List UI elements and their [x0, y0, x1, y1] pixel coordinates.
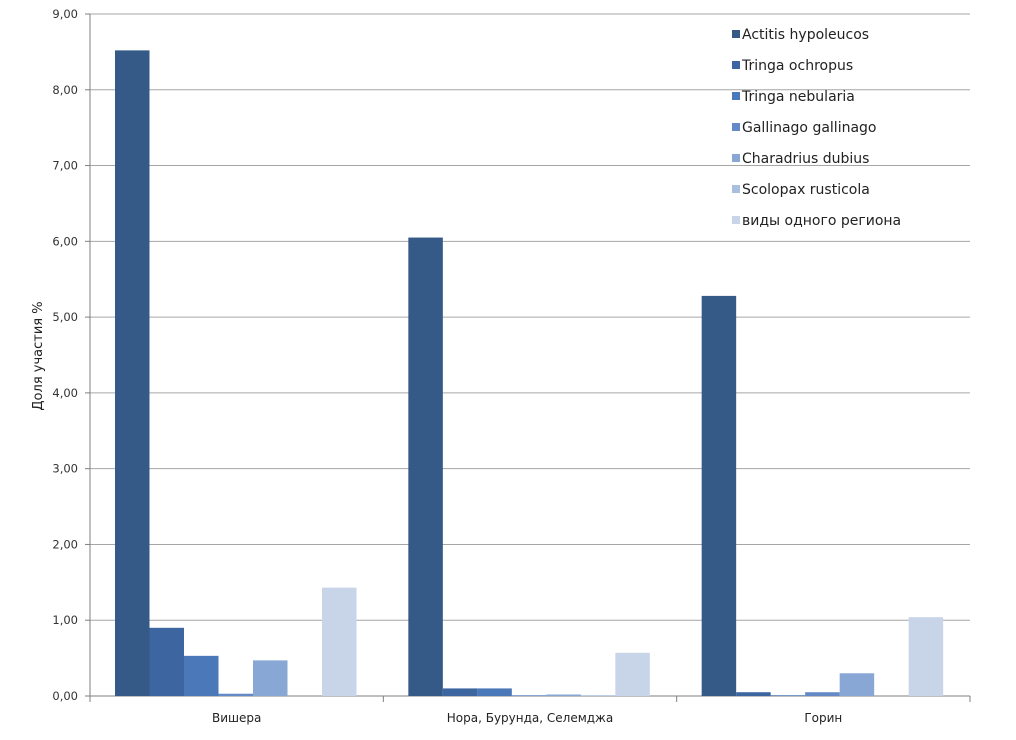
- y-tick-label: 5,00: [52, 310, 78, 324]
- bar: [770, 695, 806, 696]
- y-tick-label: 2,00: [52, 537, 78, 551]
- legend-swatch: [732, 123, 740, 131]
- y-tick-label: 7,00: [52, 159, 78, 173]
- bar: [218, 693, 253, 696]
- bar: [736, 692, 771, 696]
- y-tick-label: 9,00: [52, 7, 78, 21]
- legend-label: Gallinago gallinago: [742, 120, 877, 136]
- category-label: Горин: [804, 711, 842, 725]
- bar: [908, 617, 944, 696]
- bar: [322, 587, 357, 696]
- y-tick-label: 8,00: [52, 83, 78, 97]
- y-tick-label: 6,00: [52, 234, 78, 248]
- y-tick-label: 1,00: [52, 613, 78, 627]
- bar: [184, 655, 219, 696]
- legend-swatch: [732, 92, 740, 100]
- bar: [805, 692, 840, 696]
- bar: [580, 695, 616, 696]
- bar: [115, 50, 150, 696]
- y-tick-labels: 0,00 1,00 2,00 3,00 4,00 5,00 6,00 7,00 8,00 9,00: [52, 7, 78, 703]
- legend-label: Charadrius dubius: [742, 151, 869, 167]
- legend-label: Tringa nebularia: [741, 89, 855, 105]
- legend-label: Scolopax rusticola: [742, 182, 870, 198]
- bar: [253, 660, 288, 696]
- category-labels: Вишера Нора, Бурунда, Селемджа Горин: [212, 711, 842, 725]
- bar: [511, 695, 547, 696]
- y-tick-label: 0,00: [52, 689, 78, 703]
- gridlines: [90, 13, 970, 621]
- bar: [149, 627, 184, 696]
- bar: [408, 237, 443, 697]
- category-label: Нора, Бурунда, Селемджа: [447, 711, 613, 725]
- bar: [442, 688, 478, 696]
- legend-swatch: [732, 216, 740, 224]
- y-tick-label: 4,00: [52, 386, 78, 400]
- bar: [615, 652, 650, 696]
- legend-swatch: [732, 30, 740, 38]
- legend-label: Actitis hypoleucos: [742, 27, 869, 43]
- bar: [701, 295, 737, 696]
- legend-swatch: [732, 185, 740, 193]
- y-tick-label: 3,00: [52, 462, 78, 476]
- bars: [115, 50, 944, 697]
- legend-swatch: [732, 154, 740, 162]
- category-label: Вишера: [212, 711, 261, 725]
- legend-label: Tringa ochropus: [741, 58, 853, 74]
- axes: [85, 13, 971, 702]
- legend: Actitis hypoleucos Tringa ochropus Tringa …: [732, 27, 901, 229]
- bar: [546, 694, 581, 696]
- legend-label: виды одного региона: [742, 213, 901, 229]
- bar: [477, 688, 512, 696]
- legend-swatch: [732, 61, 740, 69]
- bar: [839, 673, 875, 696]
- y-axis-title: Доля участия %: [31, 301, 46, 410]
